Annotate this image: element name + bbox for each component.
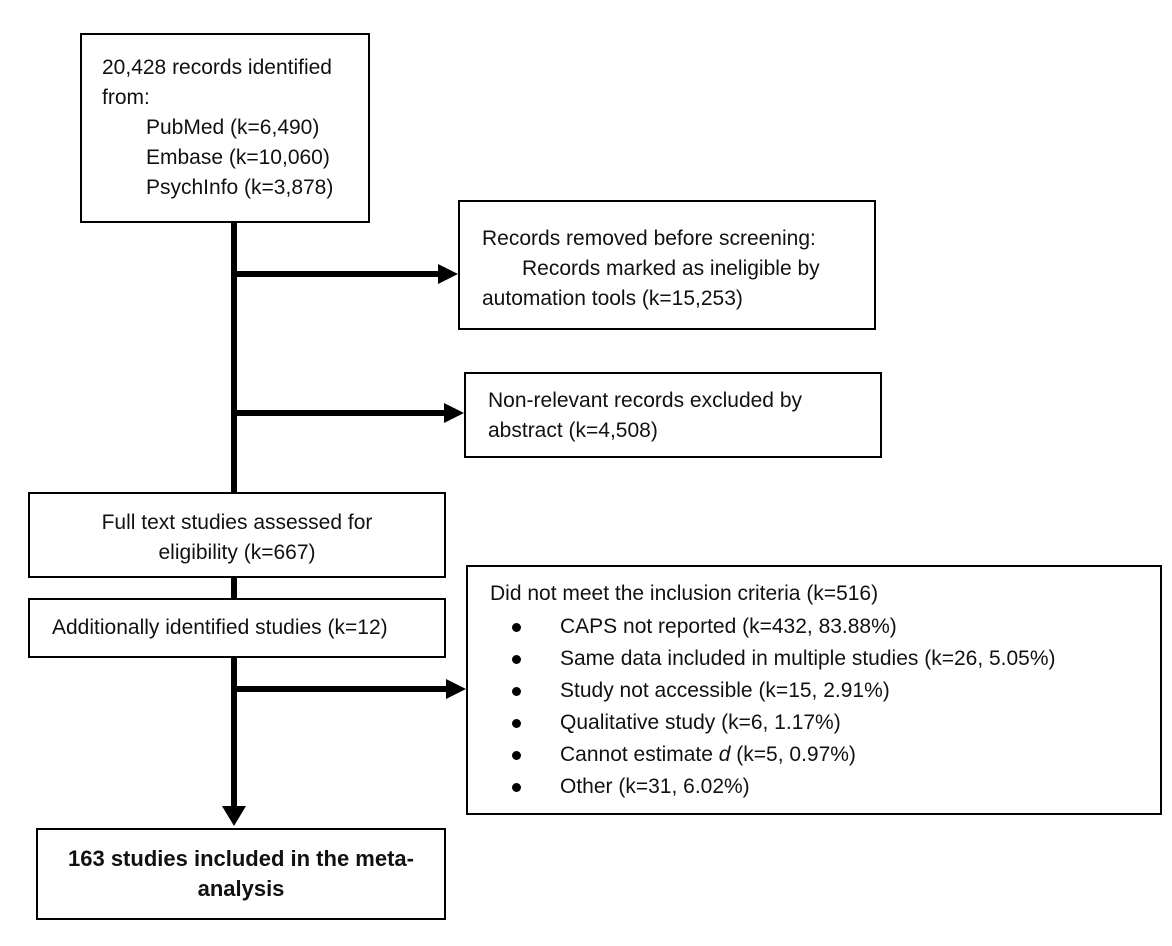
nonrelevant-excluded-box: Non-relevant records excluded by abstrac…: [464, 372, 882, 458]
fulltext-assessed-box: Full text studies assessed for eligibili…: [28, 492, 446, 578]
exclusion-reason-count: (k=5, 0.97%): [730, 743, 856, 766]
bullet-icon: [512, 751, 521, 760]
exclusion-reason: Study not accessible (k=15, 2.91%): [490, 675, 1160, 707]
arrowhead-nonrelevant: [444, 403, 464, 423]
exclusion-reasons-list: CAPS not reported (k=432, 83.88%) Same d…: [490, 611, 1160, 803]
source-embase: Embase (k=10,060): [146, 146, 330, 169]
arrowhead-exclusion: [446, 679, 466, 699]
exclusion-reason: Same data included in multiple studies (…: [490, 643, 1160, 675]
exclusion-reason: Qualitative study (k=6, 1.17%): [490, 707, 1160, 739]
records-removed-detail-2: automation tools (k=15,253): [482, 287, 743, 310]
exclusion-reason-text: Qualitative study (k=6, 1.17%): [560, 711, 841, 734]
bullet-icon: [512, 719, 521, 728]
nonrelevant-line-2: abstract (k=4,508): [488, 419, 658, 442]
records-identified-box: 20,428 records identified from: PubMed (…: [80, 33, 370, 223]
records-removed-box: Records removed before screening: Record…: [458, 200, 876, 330]
bullet-icon: [512, 655, 521, 664]
exclusion-reason-text: Study not accessible (k=15, 2.91%): [560, 679, 890, 702]
exclusion-heading: Did not meet the inclusion criteria (k=5…: [490, 582, 879, 605]
exclusion-reason-text: Other (k=31, 6.02%): [560, 775, 750, 798]
bullet-icon: [512, 783, 521, 792]
additional-studies-text: Additionally identified studies (k=12): [52, 616, 388, 639]
exclusion-reason-text: CAPS not reported (k=432, 83.88%): [560, 615, 897, 638]
exclusion-reason: Cannot estimate d (k=5, 0.97%): [490, 739, 1160, 771]
studies-included-text: 163 studies included in the meta-analysi…: [68, 846, 414, 901]
records-removed-heading: Records removed before screening:: [482, 227, 816, 250]
additional-studies-box: Additionally identified studies (k=12): [28, 598, 446, 658]
source-pubmed: PubMed (k=6,490): [146, 116, 320, 139]
arrowhead-removed: [438, 264, 458, 284]
exclusion-reason: CAPS not reported (k=432, 83.88%): [490, 611, 1160, 643]
arrowhead-included: [222, 806, 246, 826]
effect-size-symbol: d: [718, 743, 731, 766]
records-removed-detail-1: Records marked as ineligible by: [522, 257, 820, 280]
studies-included-box: 163 studies included in the meta-analysi…: [36, 828, 446, 920]
exclusion-reason-text: Cannot estimate: [560, 743, 719, 766]
exclusion-criteria-box: Did not meet the inclusion criteria (k=5…: [466, 565, 1162, 815]
bullet-icon: [512, 687, 521, 696]
bullet-icon: [512, 623, 521, 632]
exclusion-reason: Other (k=31, 6.02%): [490, 771, 1160, 803]
records-identified-heading: 20,428 records identified from:: [102, 56, 332, 109]
fulltext-assessed-text: Full text studies assessed for eligibili…: [101, 511, 373, 564]
exclusion-reason-text: Same data included in multiple studies (…: [560, 647, 1056, 670]
source-psychinfo: PsychInfo (k=3,878): [146, 176, 334, 199]
nonrelevant-line-1: Non-relevant records excluded by: [488, 389, 802, 412]
